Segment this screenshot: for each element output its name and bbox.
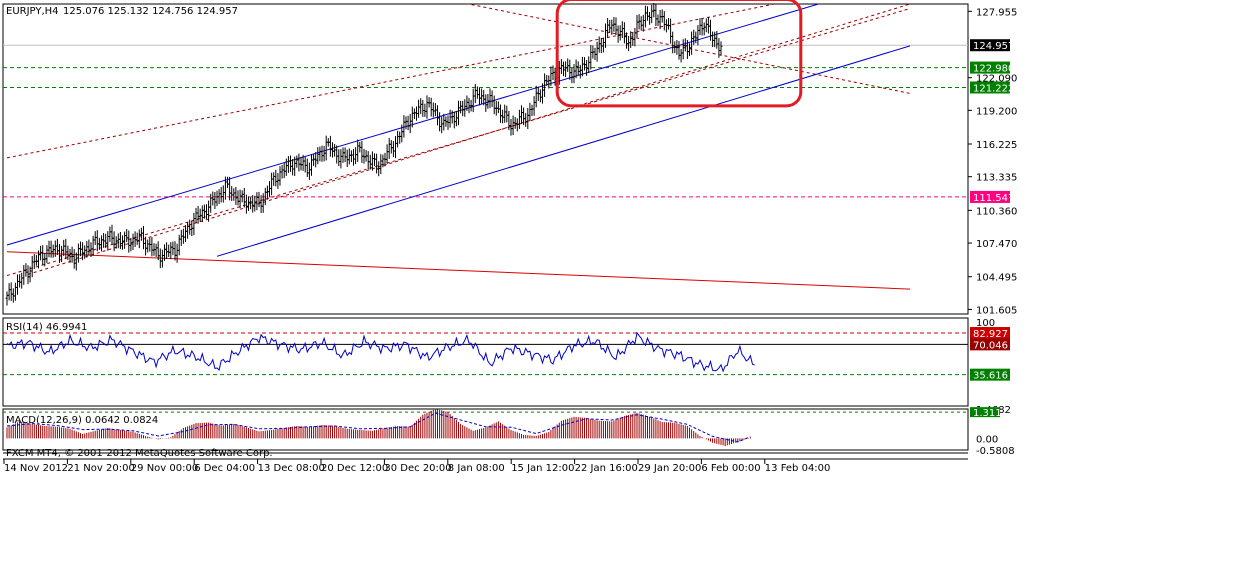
price-tick-label: 101.605 bbox=[976, 305, 1017, 316]
time-tick-label: 20 Dec 12:00 bbox=[321, 463, 388, 474]
macd-panel-frame bbox=[2, 408, 969, 451]
price-panel-frame bbox=[2, 3, 969, 315]
rsi-level-tag bbox=[970, 368, 1010, 381]
highlight-box bbox=[555, 0, 803, 108]
time-tick-label: 30 Dec 20:00 bbox=[384, 463, 451, 474]
macd-histogram bbox=[6, 408, 751, 446]
time-tick-label: 13 Dec 08:00 bbox=[258, 463, 325, 474]
time-tick-label: 6 Dec 04:00 bbox=[194, 463, 255, 474]
price-tick-label: 113.335 bbox=[976, 173, 1017, 184]
price-tick-label: 122.090 bbox=[976, 74, 1017, 85]
symbol-label: EURJPY,H4 bbox=[6, 6, 59, 17]
time-tick-label: 22 Jan 16:00 bbox=[575, 463, 638, 474]
macd-level-tag bbox=[970, 407, 1000, 418]
macd-tick-label: -0.5808 bbox=[976, 446, 1015, 457]
time-tick-label: 29 Nov 00:00 bbox=[131, 463, 198, 474]
macd-label: MACD(12,26,9) 0.0642 0.0824 bbox=[6, 415, 158, 426]
rsi-tick-label: 100 bbox=[976, 318, 995, 329]
trendline-blue-lower bbox=[216, 45, 911, 257]
price-tick-label: 104.495 bbox=[976, 273, 1017, 284]
current-price-tag bbox=[970, 39, 1010, 52]
time-tick-label: 6 Feb 00:00 bbox=[701, 463, 760, 474]
time-tick-label: 8 Jan 08:00 bbox=[448, 463, 505, 474]
time-tick-label: 21 Nov 20:00 bbox=[67, 463, 134, 474]
price-bars bbox=[5, 3, 723, 306]
price-tick-label: 110.360 bbox=[976, 206, 1017, 217]
trend-lines bbox=[6, 4, 911, 290]
level-tag-label: 122.980 bbox=[973, 64, 1014, 75]
macd-tick-label: 0.00 bbox=[976, 434, 998, 445]
time-tick-label: 29 Jan 20:00 bbox=[638, 463, 701, 474]
price-tick-label: 119.200 bbox=[976, 106, 1017, 117]
time-tick-label: 13 Feb 04:00 bbox=[765, 463, 831, 474]
rsi-level-tag bbox=[970, 338, 1010, 351]
time-tick-label: 14 Nov 2012 bbox=[4, 463, 68, 474]
trendline-dashed-down bbox=[466, 4, 911, 94]
macd-level-label: 1.311 bbox=[973, 408, 1002, 419]
current-price-label: 124.957 bbox=[973, 41, 1014, 52]
rsi-series-line bbox=[6, 331, 755, 373]
rsi-level-tag bbox=[970, 327, 1010, 340]
ohlc-values: 125.076 125.132 124.756 124.957 bbox=[63, 6, 238, 17]
trendline-red-trend bbox=[6, 251, 911, 290]
rsi-level-label: 70.046 bbox=[973, 340, 1008, 351]
macd-signal-line bbox=[6, 412, 751, 443]
trendline-dashed-mid bbox=[27, 4, 911, 275]
level-tag bbox=[970, 61, 1010, 74]
copyright-text: FXCM MT4, © 2001-2012 MetaQuotes Softwar… bbox=[6, 448, 273, 459]
rsi-label: RSI(14) 46.9941 bbox=[6, 322, 87, 333]
level-tag-label: 111.547 bbox=[973, 193, 1014, 204]
time-tick-label: 15 Jan 12:00 bbox=[511, 463, 574, 474]
price-tick-label: 127.955 bbox=[976, 7, 1017, 18]
price-tick-label: 116.225 bbox=[976, 140, 1017, 151]
rsi-panel-frame bbox=[2, 317, 969, 407]
trendline-dashed-upper-edge bbox=[6, 4, 778, 159]
level-tag bbox=[970, 81, 1010, 94]
level-tag bbox=[970, 190, 1010, 203]
price-tick-label: 107.470 bbox=[976, 239, 1017, 250]
rsi-level-label: 35.616 bbox=[973, 371, 1008, 382]
price-panel: 127.955 122.090 119.200 116.225 113.335 110.3… bbox=[2, 0, 1017, 316]
rsi-level-label: 82.927 bbox=[973, 329, 1008, 340]
level-tag-label: 121.222 bbox=[973, 83, 1014, 94]
